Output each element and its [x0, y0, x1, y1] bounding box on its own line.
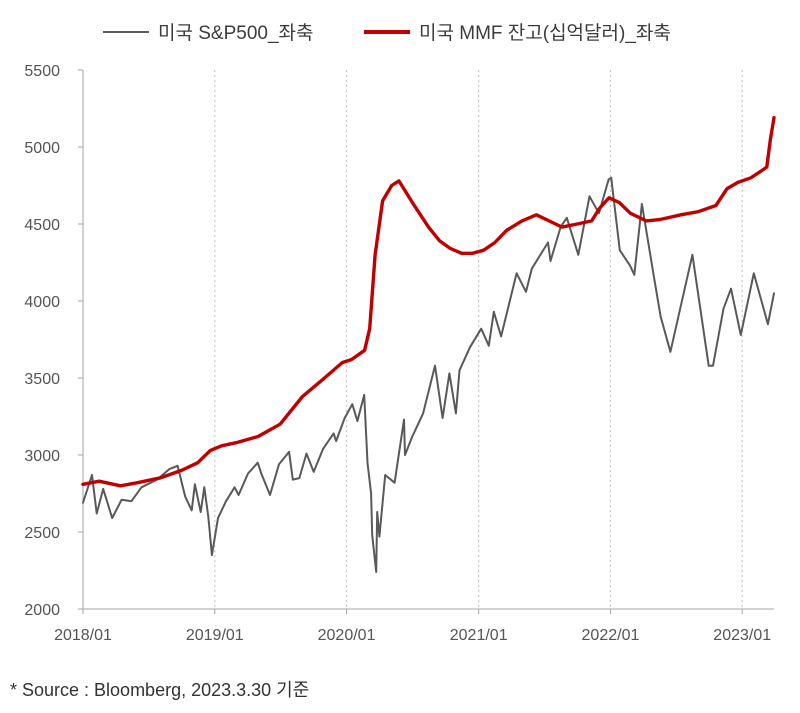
legend-item-mmf: 미국 MMF 잔고(십억달러)_좌축	[364, 18, 671, 45]
series-lines	[81, 116, 776, 573]
x-tick-label: 2021/01	[450, 627, 508, 644]
gridlines	[214, 70, 743, 609]
y-tick-label: 3000	[24, 448, 60, 465]
x-tick-label: 2022/01	[582, 627, 640, 644]
y-tick-label: 5500	[24, 63, 60, 80]
axes: 2018/01 2019/01 2020/01 2021/01 2022/01 2023/…	[24, 63, 774, 644]
source-note: * Source : Bloomberg, 2023.3.30 기준	[10, 680, 310, 700]
y-tick-label: 4000	[24, 294, 60, 311]
line-chart: 2018/01 2019/01 2020/01 2021/01 2022/01 2023/…	[24, 63, 776, 644]
x-tick-label: 2018/01	[54, 627, 112, 644]
legend-item-sp500: 미국 S&P500_좌축	[103, 18, 314, 45]
y-tick-label: 5000	[24, 140, 60, 157]
y-tick-label: 4500	[24, 217, 60, 234]
y-tick-label: 2000	[24, 602, 60, 619]
y-tick-label: 2500	[24, 525, 60, 542]
legend-swatch-mmf	[364, 29, 410, 34]
x-tick-label: 2019/01	[186, 627, 244, 644]
x-tick-label: 2023/01	[713, 627, 771, 644]
legend-label-sp500: 미국 S&P500_좌축	[158, 23, 314, 44]
legend-label-mmf: 미국 MMF 잔고(십억달러)_좌축	[419, 23, 671, 44]
legend-swatch-sp500	[103, 30, 149, 33]
x-tick-label: 2020/01	[318, 627, 376, 644]
sp500-line	[82, 176, 775, 573]
mmf-line	[81, 116, 776, 488]
y-tick-label: 3500	[24, 371, 60, 388]
chart-legend: 미국 S&P500_좌축 미국 MMF 잔고(십억달러)_좌축	[0, 18, 800, 48]
